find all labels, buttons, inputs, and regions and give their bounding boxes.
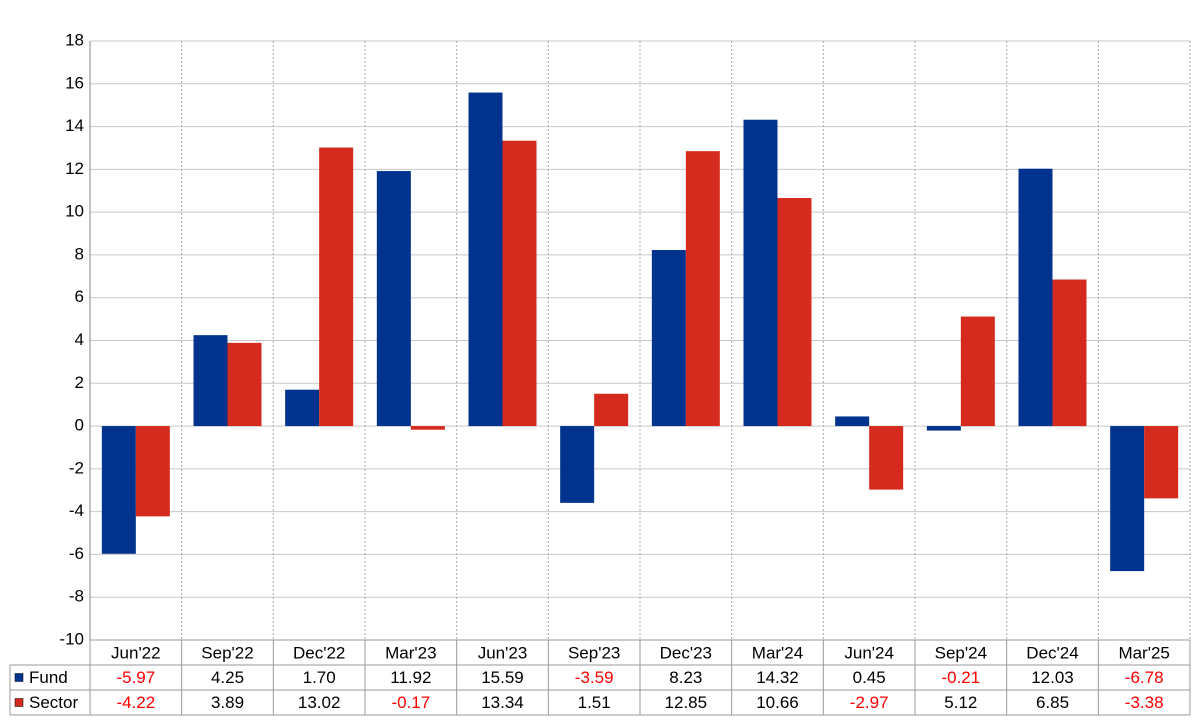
bar bbox=[777, 198, 812, 427]
y-tick-label: -10 bbox=[59, 629, 84, 648]
y-tick-label: -8 bbox=[69, 587, 84, 606]
table-value: 12.85 bbox=[665, 693, 708, 712]
table-value: 5.12 bbox=[944, 693, 977, 712]
x-tick-label: Jun'23 bbox=[478, 643, 528, 662]
bar bbox=[1052, 279, 1087, 427]
y-tick-label: 6 bbox=[75, 287, 84, 306]
table-value: 13.34 bbox=[481, 693, 524, 712]
bar bbox=[285, 389, 320, 427]
table-value: 15.59 bbox=[481, 668, 524, 687]
x-tick-label: Mar'24 bbox=[752, 643, 803, 662]
table-value: -3.59 bbox=[575, 668, 614, 687]
table-value: 1.70 bbox=[303, 668, 336, 687]
bar bbox=[835, 416, 870, 427]
x-tick-label: Sep'23 bbox=[568, 643, 620, 662]
table-value: -4.22 bbox=[116, 693, 155, 712]
bar bbox=[468, 92, 503, 427]
bar bbox=[685, 151, 720, 427]
y-tick-label: 16 bbox=[65, 73, 84, 92]
x-tick-label: Dec'23 bbox=[660, 643, 712, 662]
bar bbox=[869, 426, 904, 490]
x-tick-label: Mar'23 bbox=[385, 643, 436, 662]
bar bbox=[1110, 426, 1145, 572]
bar bbox=[1144, 426, 1179, 499]
bar bbox=[193, 335, 228, 427]
bar bbox=[926, 426, 961, 431]
bar bbox=[651, 250, 686, 427]
table-value: -0.21 bbox=[941, 668, 980, 687]
y-tick-label: -2 bbox=[69, 458, 84, 477]
legend-label: Fund bbox=[29, 668, 68, 687]
legend-swatch bbox=[14, 673, 24, 682]
x-tick-label: Sep'24 bbox=[935, 643, 987, 662]
bar bbox=[560, 426, 595, 503]
table-value: 14.32 bbox=[756, 668, 799, 687]
y-tick-label: 4 bbox=[75, 330, 84, 349]
bar bbox=[502, 140, 537, 427]
bar bbox=[594, 393, 629, 427]
y-tick-label: -4 bbox=[69, 501, 84, 520]
y-tick-label: 18 bbox=[65, 30, 84, 49]
table-value: 10.66 bbox=[756, 693, 799, 712]
legend-label: Sector bbox=[29, 693, 78, 712]
y-tick-label: 12 bbox=[65, 159, 84, 178]
y-tick-label: 14 bbox=[65, 116, 84, 135]
legend-swatch bbox=[14, 698, 24, 707]
x-tick-label: Sep'22 bbox=[201, 643, 253, 662]
table-value: 1.51 bbox=[578, 693, 611, 712]
table-value: 4.25 bbox=[211, 668, 244, 687]
x-tick-label: Dec'24 bbox=[1026, 643, 1078, 662]
y-tick-label: 0 bbox=[75, 416, 84, 435]
bar bbox=[376, 171, 411, 427]
table-value: -6.78 bbox=[1125, 668, 1164, 687]
bar bbox=[1018, 168, 1053, 427]
y-tick-label: 2 bbox=[75, 373, 84, 392]
table-value: 3.89 bbox=[211, 693, 244, 712]
bar bbox=[960, 316, 995, 427]
bar bbox=[101, 426, 136, 554]
table-value: 11.92 bbox=[390, 668, 431, 687]
bar bbox=[410, 426, 445, 430]
x-tick-label: Jun'22 bbox=[111, 643, 161, 662]
x-tick-label: Mar'25 bbox=[1118, 643, 1169, 662]
bar bbox=[135, 426, 170, 517]
table-value: 6.85 bbox=[1036, 693, 1069, 712]
table-value: -5.97 bbox=[116, 668, 155, 687]
y-tick-label: -6 bbox=[69, 544, 84, 563]
table-value: 12.03 bbox=[1031, 668, 1074, 687]
bar bbox=[227, 342, 262, 427]
bar bbox=[319, 147, 354, 427]
table-value: 13.02 bbox=[298, 693, 341, 712]
table-value: 0.45 bbox=[853, 668, 886, 687]
table-value: -0.17 bbox=[391, 693, 430, 712]
table-value: -3.38 bbox=[1125, 693, 1164, 712]
y-tick-label: 8 bbox=[75, 244, 84, 263]
x-tick-label: Dec'22 bbox=[293, 643, 345, 662]
y-tick-label: 10 bbox=[65, 202, 84, 221]
table-value: -2.97 bbox=[850, 693, 889, 712]
table-value: 8.23 bbox=[669, 668, 702, 687]
bar bbox=[743, 119, 778, 427]
x-tick-label: Jun'24 bbox=[844, 643, 894, 662]
